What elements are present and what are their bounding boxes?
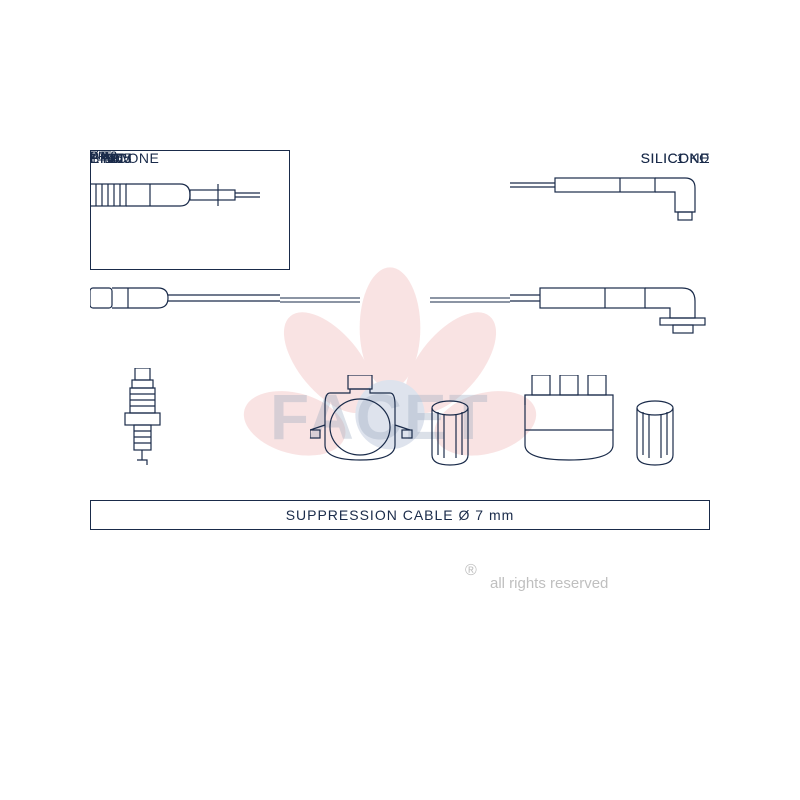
label-din2-dia: Ø 8,2 [90,150,117,162]
grommet2-icon [635,400,675,470]
suppression-bar: SUPPRESSION CABLE Ø 7 mm [90,500,710,530]
cable-mid [280,295,510,305]
diagram-area: SILICONE SILICONE L=455 L=505 L=605 L=70… [90,150,710,550]
copyright-text: all rights reserved [490,575,608,592]
connector-right-row1 [510,170,710,225]
suppression-label: SUPPRESSION CABLE Ø 7 mm [286,507,515,523]
grommet1-icon [430,400,470,470]
registered-mark: ® [465,562,477,580]
coil-icon [310,375,420,475]
connector-left-row2 [90,278,280,318]
connector-right-row2 [510,278,710,338]
sparkplug-icon [115,368,170,473]
label-1kohm-right: 1 KΩ [677,150,710,166]
distributor-icon [520,375,620,475]
panel-din2 [90,150,290,270]
